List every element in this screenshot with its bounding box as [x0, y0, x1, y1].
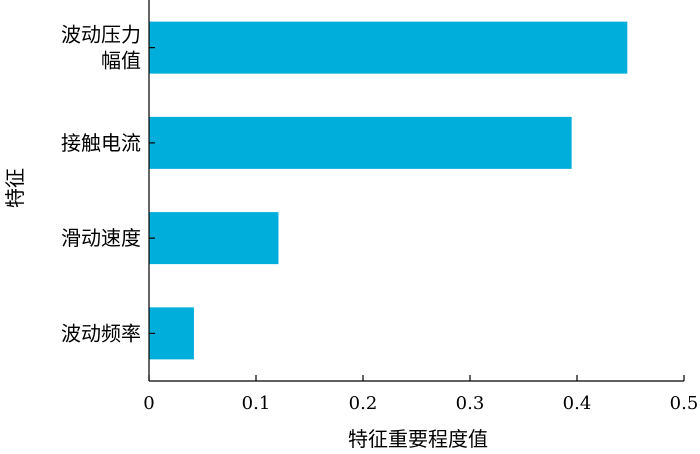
x-ticks-group: 0 0.1 0.2 0.3 0.4 0.5: [143, 375, 698, 414]
x-tick-label: 0.1: [242, 393, 271, 414]
y-axis-label: 特征: [3, 168, 27, 208]
bars-group: [149, 21, 628, 360]
y-category-label: 接触电流: [61, 131, 141, 155]
y-category-label: 幅值: [101, 49, 141, 73]
y-category-label: 波动频率: [61, 321, 141, 345]
bar-1: [149, 21, 628, 74]
x-tick-label: 0.5: [670, 393, 699, 414]
x-axis-label: 特征重要程度值: [348, 427, 488, 451]
x-tick-label: 0.4: [563, 393, 592, 414]
x-tick-label: 0.2: [349, 393, 378, 414]
x-tick-label: 0: [143, 393, 154, 414]
x-tick-label: 0.3: [456, 393, 485, 414]
y-category-label: 波动压力: [61, 23, 141, 47]
y-category-label: 滑动速度: [61, 226, 141, 250]
bar-2: [149, 116, 572, 169]
bar-3: [149, 212, 279, 265]
bar-4: [149, 307, 194, 360]
